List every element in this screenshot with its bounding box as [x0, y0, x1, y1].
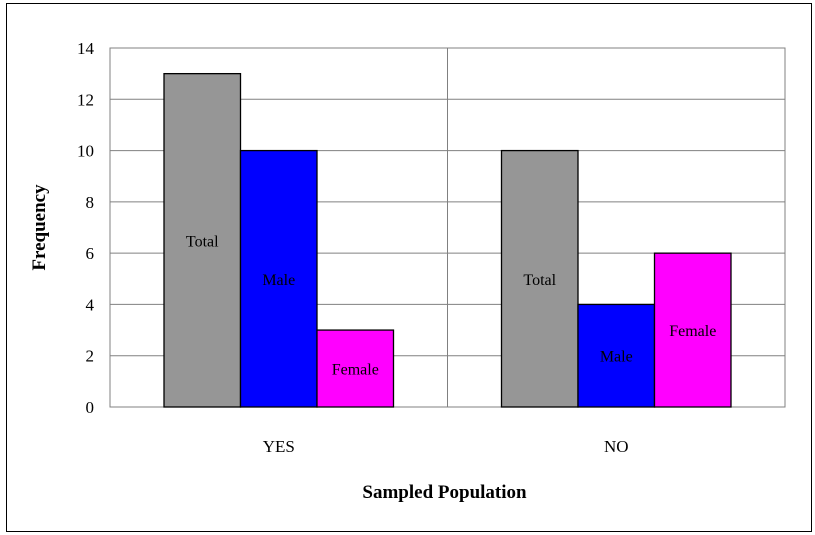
bar-no-female	[653, 252, 732, 408]
y-tick-label: 2	[86, 347, 95, 366]
y-tick-label: 10	[77, 142, 94, 161]
bar-label: Male	[262, 272, 295, 289]
y-axis-title: Frequency	[29, 184, 50, 271]
bar-no-total	[500, 149, 579, 408]
bars: Total Male Female Total Male Female	[163, 72, 732, 408]
y-tick-label: 14	[77, 39, 95, 58]
x-category-label: NO	[604, 437, 629, 456]
bar-label: Total	[186, 233, 219, 250]
y-tick-label: 6	[86, 244, 95, 263]
y-tick-label: 0	[86, 398, 95, 417]
bar-label: Female	[669, 323, 716, 340]
bar-label: Total	[523, 272, 556, 289]
bar-no-male	[577, 303, 656, 408]
bar-label: Female	[332, 362, 379, 379]
y-axis-ticks: 0 2 4 6 8 10 12 14	[77, 39, 95, 417]
x-axis-categories: YES NO	[263, 437, 629, 456]
y-tick-label: 4	[86, 295, 95, 314]
plot-area	[109, 47, 786, 408]
bar-label: Male	[600, 349, 633, 366]
bar-yes-male	[239, 149, 318, 408]
x-category-label: YES	[263, 437, 295, 456]
x-axis-title: Sampled Population	[362, 482, 527, 503]
y-tick-label: 12	[77, 90, 94, 109]
bar-yes-female	[316, 329, 395, 408]
y-tick-label: 8	[86, 193, 95, 212]
